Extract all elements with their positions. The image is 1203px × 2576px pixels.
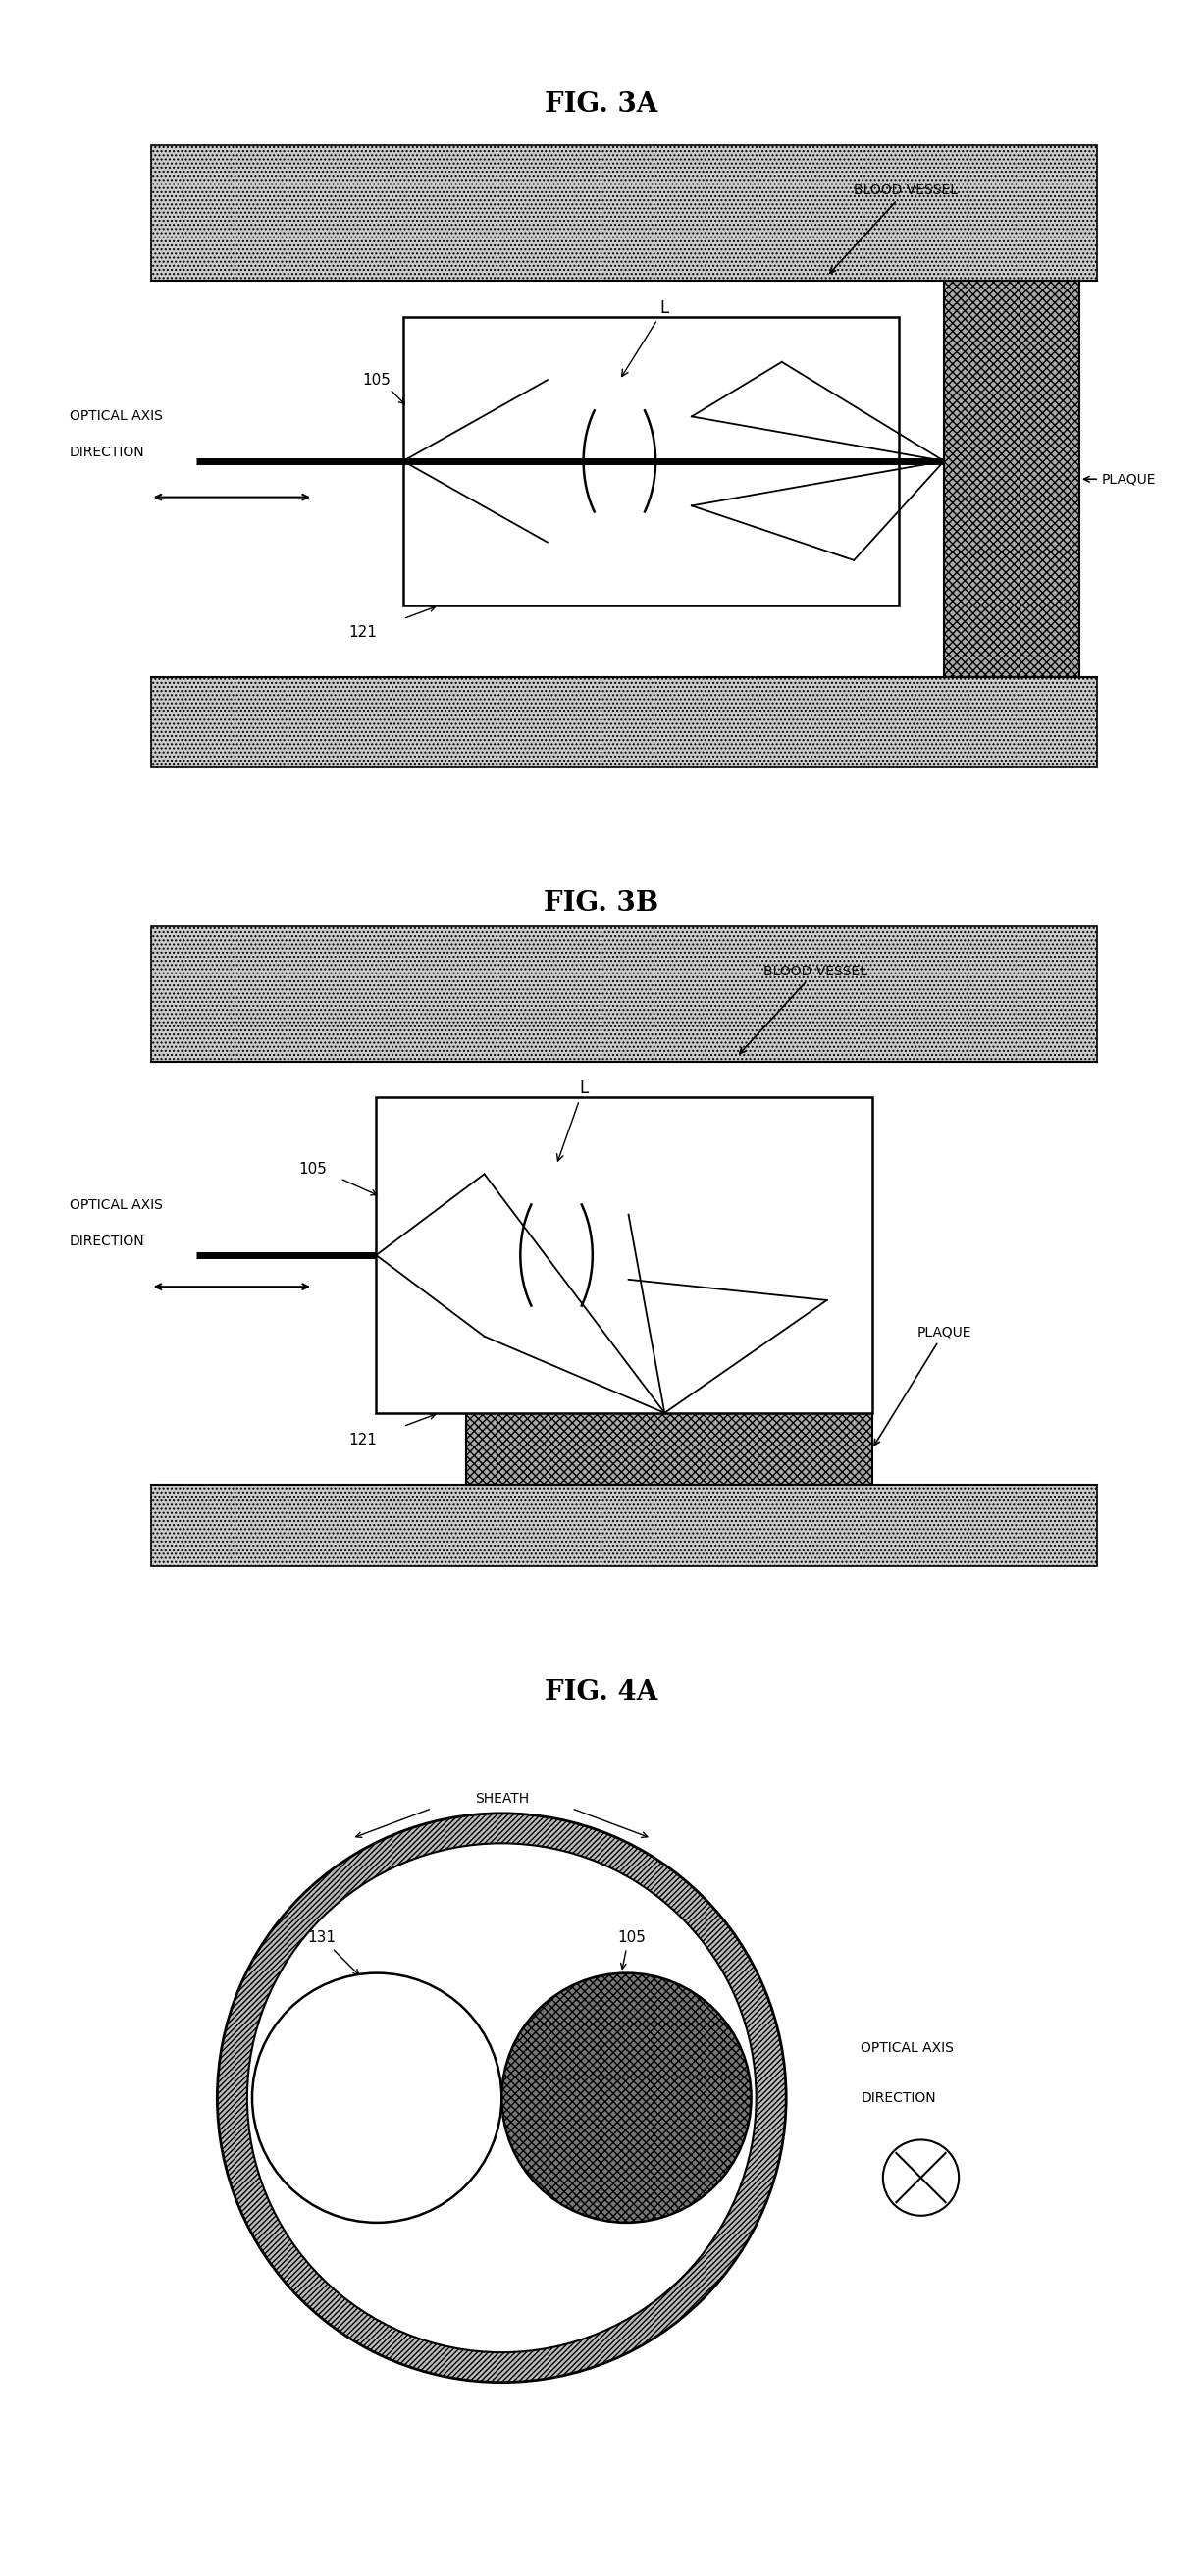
Bar — [150, 925, 1097, 1061]
Text: PLAQUE: PLAQUE — [1084, 471, 1156, 487]
Bar — [377, 1097, 872, 1412]
Text: FIG. 3B: FIG. 3B — [544, 891, 659, 917]
Text: DIRECTION: DIRECTION — [70, 446, 144, 459]
Circle shape — [247, 1844, 757, 2352]
Bar — [150, 1484, 1097, 1566]
Text: SHEATH: SHEATH — [475, 1790, 529, 1806]
Text: 121: 121 — [349, 1432, 378, 1448]
Text: OPTICAL AXIS: OPTICAL AXIS — [70, 1198, 162, 1213]
Circle shape — [502, 1973, 751, 2223]
Circle shape — [883, 2141, 959, 2215]
Bar — [944, 281, 1079, 677]
Text: L: L — [557, 1079, 588, 1162]
Text: BLOOD VESSEL: BLOOD VESSEL — [740, 963, 867, 1054]
Text: FIG. 3A: FIG. 3A — [545, 90, 658, 118]
Text: DIRECTION: DIRECTION — [861, 2092, 936, 2105]
Circle shape — [253, 1973, 502, 2223]
Text: PLAQUE: PLAQUE — [875, 1324, 972, 1445]
Text: 105: 105 — [617, 1932, 646, 1945]
Circle shape — [218, 1814, 786, 2383]
Text: DIRECTION: DIRECTION — [70, 1234, 144, 1249]
Text: BLOOD VESSEL: BLOOD VESSEL — [830, 183, 958, 273]
Bar — [150, 144, 1097, 281]
Text: FIG. 4A: FIG. 4A — [545, 1680, 658, 1705]
Text: L: L — [622, 299, 669, 376]
Text: 131: 131 — [308, 1932, 337, 1945]
Bar — [467, 1412, 872, 1484]
Text: 105: 105 — [362, 374, 390, 386]
Text: OPTICAL AXIS: OPTICAL AXIS — [70, 410, 162, 422]
Text: 105: 105 — [298, 1162, 327, 1177]
Text: OPTICAL AXIS: OPTICAL AXIS — [861, 2040, 954, 2056]
Bar — [150, 677, 1097, 768]
Text: 121: 121 — [349, 626, 378, 639]
Bar — [403, 317, 899, 605]
